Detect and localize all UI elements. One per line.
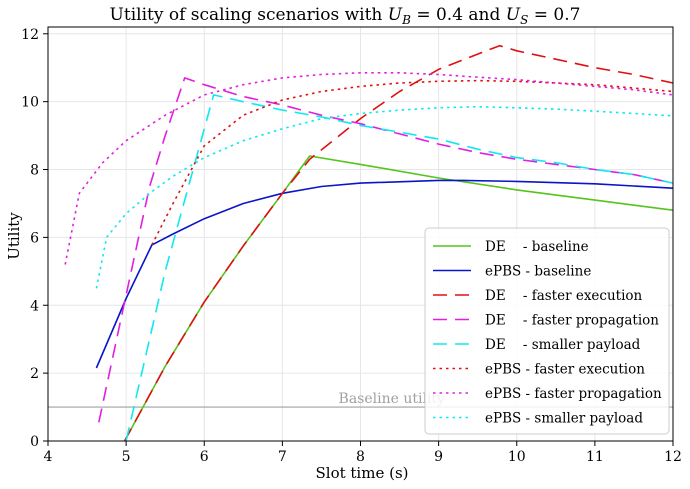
y-tick-label: 12 xyxy=(21,27,39,43)
x-tick-label: 4 xyxy=(44,449,53,465)
series-line-de-smaller-payload xyxy=(125,94,674,442)
baseline-utility-annotation: Baseline utility xyxy=(339,391,446,407)
x-tick-label: 7 xyxy=(278,449,287,465)
legend-entry: ePBS - baseline xyxy=(485,264,591,280)
series-layer xyxy=(64,44,674,442)
legend-entry: ePBS - faster propagation xyxy=(485,386,662,402)
y-tick-label: 8 xyxy=(30,163,39,179)
legend-entry: ePBS - faster execution xyxy=(485,362,645,378)
series-line-de-faster-execution xyxy=(123,44,674,442)
x-tick-label: 10 xyxy=(508,449,526,465)
x-tick-label: 5 xyxy=(122,449,131,465)
x-axis-label: Slot time (s) xyxy=(316,464,409,482)
x-tick-label: 8 xyxy=(356,449,365,465)
y-tick-label: 2 xyxy=(30,366,39,382)
x-tick-label: 12 xyxy=(664,449,682,465)
legend-entry: DE - smaller payload xyxy=(485,337,641,353)
series-line-epbs-baseline xyxy=(95,179,674,369)
y-tick-label: 6 xyxy=(30,230,39,246)
y-tick-label: 10 xyxy=(21,95,39,111)
legend-entry: DE - faster propagation xyxy=(485,313,659,329)
legend-entry: DE - baseline xyxy=(485,239,589,255)
legend: DE - baseline ePBS - baseline DE - faster … xyxy=(424,227,670,435)
series-line-epbs-faster-propagation xyxy=(64,72,674,265)
series-line-de-faster-propagation xyxy=(98,77,674,423)
x-tick-label: 9 xyxy=(434,449,443,465)
y-axis-label: Utility xyxy=(5,212,23,260)
y-tick-label: 4 xyxy=(30,298,39,314)
chart-title: Utility of scaling scenarios with UB = 0… xyxy=(110,5,581,27)
legend-entry: DE - faster execution xyxy=(485,288,643,304)
y-tick-label: 0 xyxy=(30,434,39,450)
series-line-epbs-smaller-payload xyxy=(95,105,674,289)
x-tick-label: 6 xyxy=(200,449,209,465)
legend-entry: ePBS - smaller payload xyxy=(485,411,643,427)
x-tick-label: 11 xyxy=(586,449,604,465)
legend-box xyxy=(424,227,670,435)
axis-ticks: 4 5 6 7 8 9 10 11 12 0 2 4 6 8 10 12 xyxy=(21,27,682,465)
